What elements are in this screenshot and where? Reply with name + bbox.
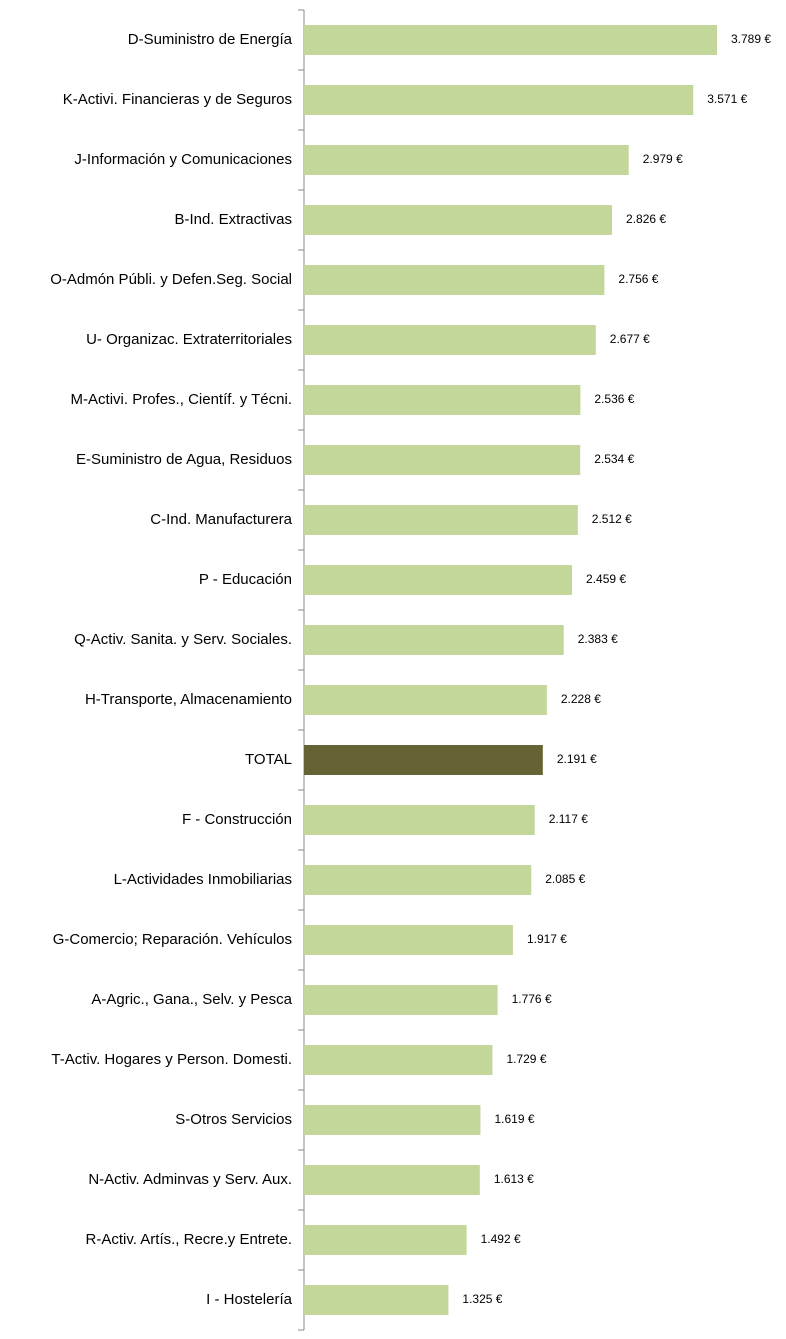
bar [304, 385, 581, 415]
bar [304, 1105, 481, 1135]
bar [304, 985, 498, 1015]
category-label: B-Ind. Extractivas [174, 211, 292, 228]
bar [304, 1045, 493, 1075]
category-label: E-Suministro de Agua, Residuos [76, 451, 292, 468]
value-label: 2.383 € [578, 632, 618, 646]
category-label: U- Organizac. Extraterritoriales [86, 331, 292, 348]
category-label: C-Ind. Manufacturera [150, 511, 292, 528]
value-label: 2.979 € [643, 152, 683, 166]
category-label: J-Información y Comunicaciones [74, 151, 292, 168]
bar [304, 505, 578, 535]
value-label: 1.917 € [527, 932, 567, 946]
bar [304, 445, 581, 475]
value-label: 3.571 € [707, 92, 747, 106]
category-label: F - Construcción [182, 811, 292, 828]
category-label: TOTAL [245, 751, 292, 768]
bar [304, 325, 596, 355]
category-label: M-Activi. Profes., Científ. y Técni. [71, 391, 292, 408]
bar [304, 685, 547, 715]
value-label: 1.613 € [494, 1172, 534, 1186]
value-label: 1.619 € [494, 1112, 534, 1126]
value-label: 2.756 € [618, 272, 658, 286]
value-label: 2.191 € [557, 752, 597, 766]
category-label: D-Suministro de Energía [128, 31, 293, 48]
category-label: L-Actividades Inmobiliarias [114, 871, 292, 888]
category-label: T-Activ. Hogares y Person. Domesti. [51, 1051, 292, 1068]
value-label: 1.776 € [512, 992, 552, 1006]
category-label: O-Admón Públi. y Defen.Seg. Social [50, 271, 292, 288]
value-label: 2.117 € [549, 812, 588, 826]
bar [304, 1165, 480, 1195]
value-label: 2.459 € [586, 572, 626, 586]
bar [304, 865, 532, 895]
category-label: P - Educación [199, 571, 292, 588]
bar [304, 625, 564, 655]
bar [304, 1285, 449, 1315]
bar [304, 1225, 467, 1255]
bar [304, 205, 613, 235]
category-label: R-Activ. Artís., Recre.y Entrete. [86, 1231, 292, 1248]
category-label: N-Activ. Adminvas y Serv. Aux. [88, 1171, 292, 1188]
value-label: 2.228 € [561, 692, 601, 706]
bar [304, 25, 718, 55]
bar [304, 925, 513, 955]
bar [304, 265, 605, 295]
bar [304, 145, 629, 175]
value-label: 2.512 € [592, 512, 632, 526]
value-label: 1.729 € [506, 1052, 546, 1066]
bar [304, 565, 573, 595]
value-label: 3.789 € [731, 32, 771, 46]
category-label: A-Agric., Gana., Selv. y Pesca [91, 991, 292, 1008]
value-label: 2.826 € [626, 212, 666, 226]
value-label: 2.677 € [610, 332, 650, 346]
category-label: G-Comercio; Reparación. Vehículos [53, 931, 292, 948]
value-label: 2.534 € [594, 452, 634, 466]
value-label: 1.325 € [462, 1292, 502, 1306]
value-label: 1.492 € [481, 1232, 521, 1246]
value-label: 2.085 € [545, 872, 585, 886]
category-label: Q-Activ. Sanita. y Serv. Sociales. [74, 631, 292, 648]
value-label: 2.536 € [594, 392, 634, 406]
category-label: S-Otros Servicios [175, 1111, 292, 1128]
category-label: H-Transporte, Almacenamiento [85, 691, 292, 708]
category-label: K-Activi. Financieras y de Seguros [63, 91, 292, 108]
bar [304, 745, 543, 775]
bar [304, 805, 535, 835]
bar [304, 85, 694, 115]
category-label: I - Hostelería [206, 1291, 293, 1308]
